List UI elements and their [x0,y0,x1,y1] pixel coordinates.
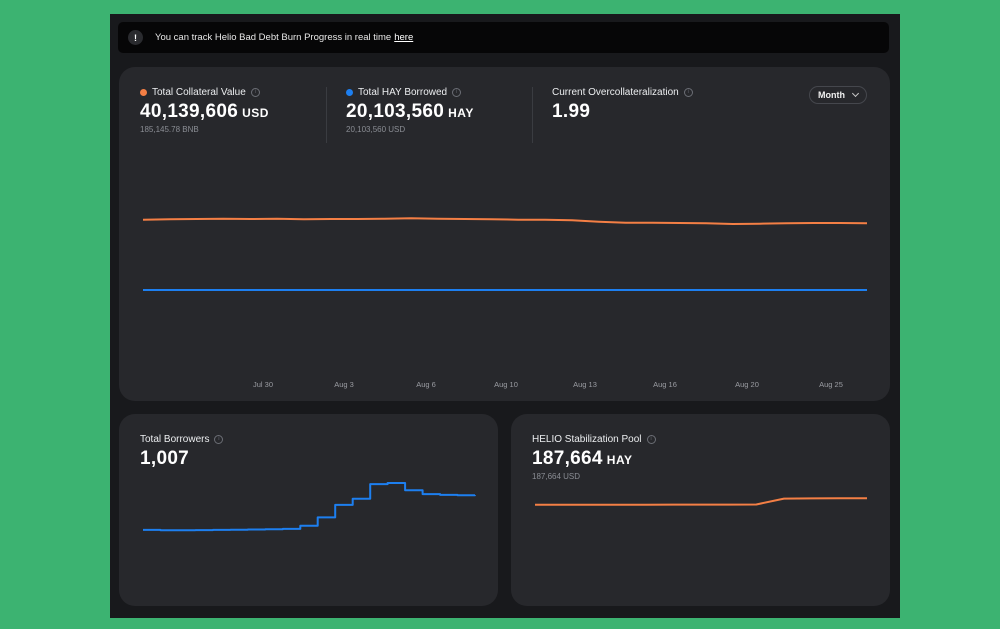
pool-series-line [535,497,867,506]
period-selector-label: Month [818,90,845,100]
period-selector[interactable]: Month [809,86,867,104]
info-icon[interactable]: i [214,435,224,444]
x-axis-tick-label: Aug 25 [819,380,843,389]
borrowers-card: Total Borrowers i 1,007 [119,414,498,606]
collateral-series-line [142,217,868,225]
overcollateralization-value: 1.99 [552,101,591,122]
pool-card: HELIO Stabilization Pool i 187,664 HAY 18… [511,414,890,606]
divider [532,87,533,143]
x-axis-tick-label: Aug 16 [653,380,677,389]
collateral-unit: USD [242,106,269,120]
pool-label: HELIO Stabilization Pool [532,434,642,445]
notice-banner: ! You can track Helio Bad Debt Burn Prog… [118,22,889,53]
notice-link[interactable]: here [394,32,414,43]
borrowers-label: Total Borrowers [140,434,210,445]
info-icon[interactable]: i [250,88,260,97]
x-axis-tick-label: Aug 10 [494,380,518,389]
borrowed-sub: 20,103,560 USD [346,125,406,134]
pool-stat: HELIO Stabilization Pool i 187,664 HAY 18… [532,434,656,481]
collateral-stat: Total Collateral Value i 40,139,606 USD 1… [140,87,269,134]
dashboard-frame: ! You can track Helio Bad Debt Burn Prog… [110,14,900,618]
x-axis-tick-label: Aug 13 [573,380,597,389]
borrowers-line-chart [143,482,476,532]
info-icon[interactable]: i [646,435,656,444]
overview-line-chart: Jul 30 Aug 3 Aug 6 Aug 10 Aug 13 Aug 16 Aug 20… [142,217,868,389]
x-axis-tick-label: Jul 30 [253,380,273,389]
borrowed-label: Total HAY Borrowed [358,87,448,98]
collateral-value: 40,139,606 [140,101,239,122]
borrowed-value: 20,103,560 [346,101,445,122]
overcollateralization-label: Current Overcollateralization [552,87,679,98]
pool-line-chart [535,497,867,506]
collateral-label: Total Collateral Value [152,87,246,98]
chevron-down-icon [851,89,860,98]
pool-sub: 187,664 USD [532,472,581,481]
x-axis-tick-label: Aug 6 [416,380,436,389]
overcollateralization-stat: Current Overcollateralization i 1.99 [552,87,693,123]
info-icon[interactable]: i [683,88,693,97]
overview-card: Total Collateral Value i 40,139,606 USD 1… [119,67,890,401]
borrowers-value: 1,007 [140,448,190,469]
x-axis-tick-label: Aug 3 [334,380,354,389]
x-axis-tick-label: Aug 20 [735,380,759,389]
collateral-legend-dot [140,89,147,96]
collateral-sub: 185,145.78 BNB [140,125,199,134]
borrowers-stat: Total Borrowers i 1,007 [140,434,224,470]
borrowed-legend-dot [346,89,353,96]
borrowed-stat: Total HAY Borrowed i 20,103,560 HAY 20,10… [346,87,474,134]
info-icon[interactable]: i [452,88,462,97]
notice-text: You can track Helio Bad Debt Burn Progre… [155,32,392,43]
exclamation-icon: ! [128,30,143,45]
divider [326,87,327,143]
pool-value: 187,664 [532,448,603,469]
borrowed-unit: HAY [448,106,474,120]
borrowers-series-line [143,482,476,532]
pool-unit: HAY [606,453,633,467]
